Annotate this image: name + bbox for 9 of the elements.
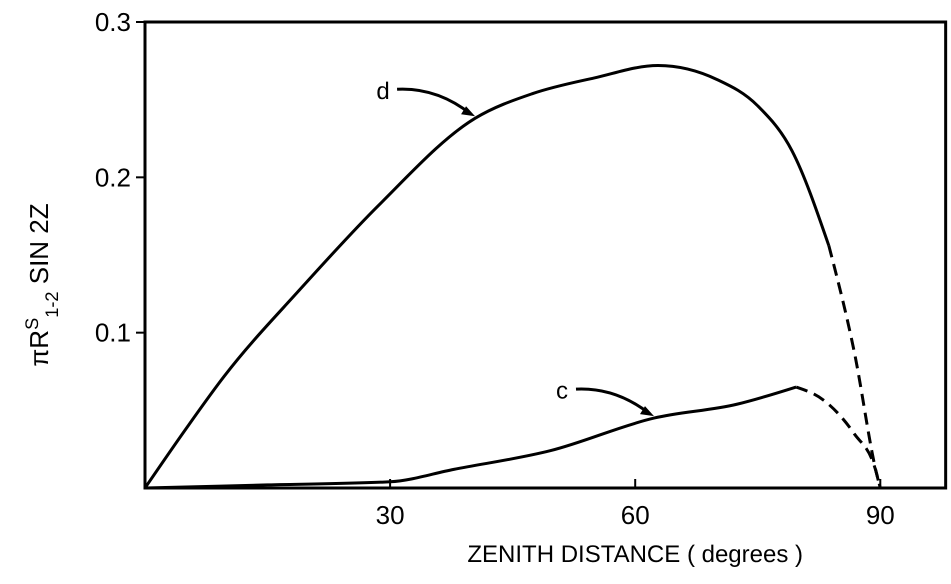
x-axis-title: ZENITH DISTANCE ( degrees )	[467, 541, 804, 568]
x-tick-label: 30	[376, 500, 405, 530]
y-tick-label: 0.3	[94, 7, 131, 37]
y-tick-label: 0.2	[94, 162, 131, 192]
x-tick-label: 60	[620, 500, 650, 530]
x-tick-label: 90	[866, 500, 895, 530]
y-tick-label: 0.1	[94, 318, 131, 348]
annotation: c	[556, 378, 568, 405]
annotation: d	[376, 78, 390, 105]
